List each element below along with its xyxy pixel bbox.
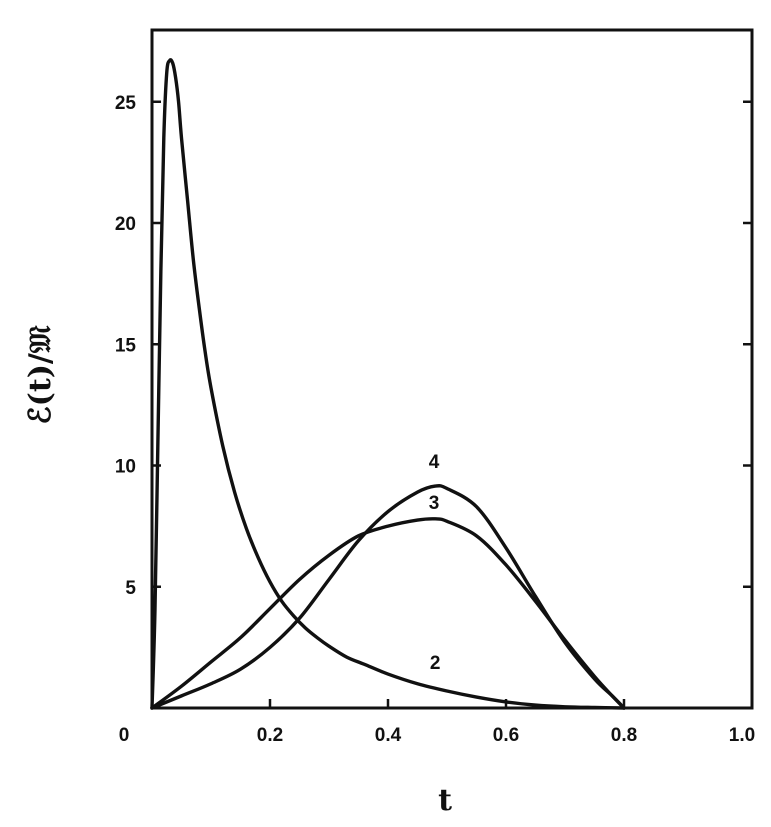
x-tick-label: 1.0: [729, 725, 755, 746]
y-axis-title: ℰ(t)/𝔐: [23, 325, 58, 424]
curve-label-2: 2: [430, 653, 441, 674]
y-tick-label: 10: [115, 457, 136, 478]
y-tick-label: 25: [115, 93, 137, 114]
x-tick-label: 0.4: [375, 725, 402, 746]
curve-4: [150, 484, 626, 710]
tick-marks: [152, 100, 752, 708]
plot-frame: [150, 28, 754, 710]
y-tick-label: 15: [115, 335, 137, 356]
curve-label-3: 3: [429, 493, 440, 514]
curve-label-4: 4: [429, 452, 440, 473]
x-tick-label: 0: [119, 725, 130, 746]
labels: 0 0.2 0.4 0.6 0.8 1.0 5 10 15 20 25 4 3 2: [115, 93, 755, 746]
x-tick-label: 0.6: [493, 725, 519, 746]
x-axis-title: t: [438, 783, 452, 818]
x-tick-label: 0.2: [257, 725, 283, 746]
curve-2: [150, 58, 626, 710]
y-tick-label: 20: [115, 214, 136, 235]
x-tick-label: 0.8: [611, 725, 637, 746]
curves: [150, 58, 626, 710]
y-tick-label: 5: [125, 578, 136, 599]
